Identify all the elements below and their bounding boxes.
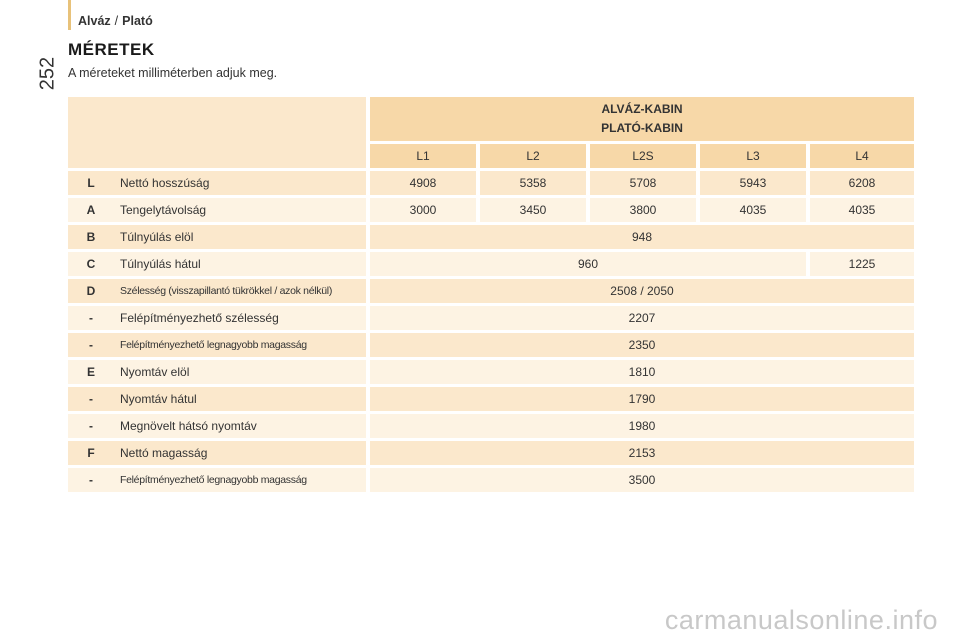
- row-label: Túlnyúlás hátul: [114, 252, 366, 276]
- row-code: -: [68, 387, 114, 411]
- column-header: L3: [696, 144, 806, 168]
- row-code: D: [68, 279, 114, 303]
- row-value: 3500: [366, 468, 914, 492]
- table-row: - Felépítményezhető szélesség 2207: [68, 306, 914, 330]
- dimensions-table: ALVÁZ-KABIN PLATÓ-KABIN L1 L2 L2S L3 L4 …: [68, 94, 914, 495]
- table-row: - Nyomtáv hátul 1790: [68, 387, 914, 411]
- table-row: - Felépítményezhető legnagyobb magasság …: [68, 333, 914, 357]
- group-header-line2: PLATÓ-KABIN: [601, 121, 683, 135]
- row-code: B: [68, 225, 114, 249]
- accent-bar: [68, 0, 71, 30]
- table-row: L Nettó hosszúság 4908 5358 5708 5943 62…: [68, 171, 914, 195]
- row-label: Tengelytávolság: [114, 198, 366, 222]
- row-label: Megnövelt hátsó nyomtáv: [114, 414, 366, 438]
- row-value: 1790: [366, 387, 914, 411]
- row-value: 6208: [806, 171, 914, 195]
- row-code: -: [68, 333, 114, 357]
- row-value: 4035: [696, 198, 806, 222]
- row-value: 4908: [366, 171, 476, 195]
- row-code: A: [68, 198, 114, 222]
- breadcrumb-part1: Alváz: [78, 14, 111, 28]
- table-group-header: ALVÁZ-KABIN PLATÓ-KABIN: [366, 97, 914, 141]
- row-value: 2508 / 2050: [366, 279, 914, 303]
- page-subtitle: A méreteket milliméterben adjuk meg.: [68, 66, 278, 80]
- page-title: MÉRETEK: [68, 40, 155, 59]
- row-value: 960: [366, 252, 806, 276]
- row-code: E: [68, 360, 114, 384]
- row-value: 3450: [476, 198, 586, 222]
- row-label: Felépítményezhető szélesség: [114, 306, 366, 330]
- table-row: F Nettó magasság 2153: [68, 441, 914, 465]
- row-label: Nettó hosszúság: [114, 171, 366, 195]
- row-code: -: [68, 414, 114, 438]
- breadcrumb-separator: /: [114, 14, 119, 28]
- row-value: 1980: [366, 414, 914, 438]
- row-label: Nyomtáv hátul: [114, 387, 366, 411]
- row-label: Nyomtáv elöl: [114, 360, 366, 384]
- group-header-line1: ALVÁZ-KABIN: [601, 102, 683, 116]
- table-corner-cell: [68, 97, 366, 168]
- row-label: Túlnyúlás elöl: [114, 225, 366, 249]
- row-label: Felépítményezhető legnagyobb magasság: [114, 333, 366, 357]
- column-header: L2S: [586, 144, 696, 168]
- table-row: - Megnövelt hátsó nyomtáv 1980: [68, 414, 914, 438]
- row-value: 4035: [806, 198, 914, 222]
- row-value: 1225: [806, 252, 914, 276]
- table-group-header-row: ALVÁZ-KABIN PLATÓ-KABIN: [68, 97, 914, 168]
- page-number: 252: [36, 56, 59, 91]
- row-code: F: [68, 441, 114, 465]
- row-value: 948: [366, 225, 914, 249]
- row-value: 2207: [366, 306, 914, 330]
- column-header: L2: [476, 144, 586, 168]
- row-value: 5358: [476, 171, 586, 195]
- table-row: E Nyomtáv elöl 1810: [68, 360, 914, 384]
- row-value: 3000: [366, 198, 476, 222]
- row-code: L: [68, 171, 114, 195]
- breadcrumb: Alváz / Plató: [78, 14, 153, 28]
- row-code: C: [68, 252, 114, 276]
- table-column-header-row: L1 L2 L2S L3 L4: [68, 144, 914, 168]
- column-header: L4: [806, 144, 914, 168]
- row-value: 1810: [366, 360, 914, 384]
- breadcrumb-part2: Plató: [122, 14, 153, 28]
- table-row: C Túlnyúlás hátul 960 1225: [68, 252, 914, 276]
- column-header: L1: [366, 144, 476, 168]
- row-value: 2153: [366, 441, 914, 465]
- row-label: Szélesség (visszapillantó tükrökkel / az…: [114, 279, 366, 303]
- row-label: Nettó magasság: [114, 441, 366, 465]
- row-value: 5943: [696, 171, 806, 195]
- row-code: -: [68, 306, 114, 330]
- row-label: Felépítményezhető legnagyobb magasság: [114, 468, 366, 492]
- row-value: 3800: [586, 198, 696, 222]
- watermark: carmanualsonline.info: [664, 605, 938, 635]
- table-row: B Túlnyúlás elöl 948: [68, 225, 914, 249]
- row-value: 5708: [586, 171, 696, 195]
- row-code: -: [68, 468, 114, 492]
- table-row: D Szélesség (visszapillantó tükrökkel / …: [68, 279, 914, 303]
- table-row: - Felépítményezhető legnagyobb magasság …: [68, 468, 914, 492]
- table-row: A Tengelytávolság 3000 3450 3800 4035 40…: [68, 198, 914, 222]
- row-value: 2350: [366, 333, 914, 357]
